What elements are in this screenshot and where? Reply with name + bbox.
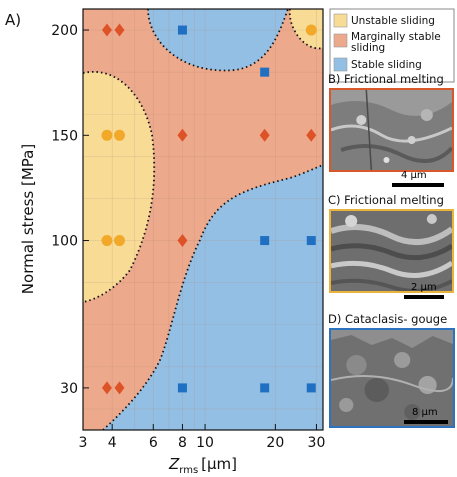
- x-tick-label: 10: [196, 435, 214, 451]
- legend-box: [329, 8, 455, 83]
- x-tick-label: 6: [149, 435, 158, 451]
- y-axis-label: Normal stress [MPa]: [19, 144, 37, 294]
- unstable-region-left: [83, 71, 155, 303]
- boundary-top-right: [288, 9, 323, 50]
- regime-map: [83, 9, 323, 430]
- boundary-bottom: [102, 164, 323, 430]
- stable-point: [260, 236, 270, 246]
- unstable-point: [114, 129, 126, 141]
- marginal-point: [101, 381, 112, 395]
- legend-label-stable: Stable sliding: [351, 59, 422, 71]
- sem-texture-d: [331, 330, 453, 426]
- gridlines: [83, 9, 323, 430]
- panel-d-scalebar: [404, 420, 448, 424]
- unstable-point: [114, 235, 126, 247]
- marginal-point: [114, 23, 125, 37]
- panel-c-title: C) Frictional melting: [328, 193, 444, 207]
- unstable-point: [101, 235, 113, 247]
- legend: Unstable sliding Marginally stable slidin…: [329, 8, 455, 83]
- panel-label-a: A): [5, 11, 21, 29]
- marginal-point: [177, 234, 188, 248]
- axis-ticks: 3 4 6 8 10 20 30 30 100 150 200: [51, 23, 325, 451]
- plot-frame: [82, 8, 324, 431]
- unstable-point: [101, 129, 113, 141]
- marginal-point: [259, 128, 270, 142]
- panel-d-scale-label: 8 µm: [412, 407, 438, 418]
- panel-b-scalebar: [392, 183, 444, 187]
- unstable-point: [305, 24, 317, 36]
- panel-c-scalebar: [404, 295, 444, 299]
- data-markers: [101, 23, 317, 395]
- x-axis-label: Zrms [µm]: [168, 455, 237, 476]
- stable-point: [306, 383, 316, 393]
- panel-c-scale-label: 2 µm: [411, 282, 437, 293]
- x-tick-label: 4: [108, 435, 117, 451]
- panel-d-image: [329, 328, 455, 428]
- legend-swatch-stable: [333, 57, 348, 72]
- stable-point: [177, 383, 187, 393]
- legend-label-unstable: Unstable sliding: [351, 15, 435, 27]
- panel-d-title: D) Cataclasis- gouge: [328, 312, 448, 326]
- boundary-top: [147, 9, 289, 72]
- x-tick-label: 3: [79, 435, 88, 451]
- x-tick-label: 30: [308, 435, 326, 451]
- legend-label-marginal: Marginally stable sliding: [351, 31, 441, 54]
- x-tick-label: 8: [178, 435, 187, 451]
- y-tick-label: 200: [51, 23, 78, 39]
- y-tick-label: 30: [60, 381, 78, 397]
- stable-point: [260, 67, 270, 77]
- legend-swatch-marginal: [333, 33, 348, 48]
- stable-region-bottom: [103, 165, 323, 430]
- sem-texture-c: [331, 211, 452, 291]
- marginal-point: [101, 23, 112, 37]
- stable-point: [177, 25, 187, 35]
- panel-c-image: [329, 209, 454, 293]
- stable-point: [260, 383, 270, 393]
- panel-b-scale-label: 4 µm: [401, 170, 427, 181]
- marginal-point: [114, 381, 125, 395]
- marginal-point: [177, 128, 188, 142]
- panel-b-title: B) Frictional melting: [328, 72, 444, 86]
- panel-b-image: [329, 88, 454, 172]
- y-tick-label: 150: [51, 128, 78, 144]
- y-tick-label: 100: [51, 234, 78, 250]
- marginal-point: [306, 128, 317, 142]
- stable-point: [306, 236, 316, 246]
- stable-region-top: [148, 9, 288, 71]
- sem-texture-b: [331, 90, 452, 170]
- legend-swatch-unstable: [333, 13, 348, 28]
- x-tick-label: 20: [266, 435, 284, 451]
